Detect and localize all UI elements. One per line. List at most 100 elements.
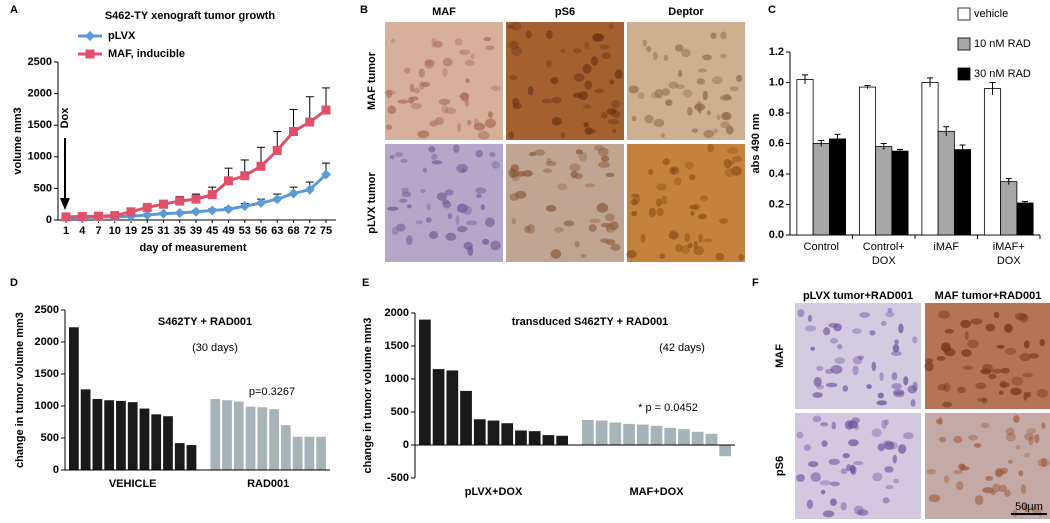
bar <box>174 443 185 470</box>
micrograph-texture <box>397 99 409 104</box>
bar <box>501 423 514 445</box>
bar <box>875 146 893 236</box>
micrograph-texture <box>1020 484 1027 494</box>
x-tick-label: 49 <box>222 225 234 237</box>
micrograph-texture <box>661 88 671 96</box>
micrograph-texture <box>575 149 583 155</box>
bar <box>515 430 527 445</box>
micrograph-texture <box>1036 388 1048 398</box>
micrograph-texture <box>938 310 950 319</box>
x-tick-label: 25 <box>141 225 153 237</box>
micrograph-texture <box>728 160 735 165</box>
micrograph-texture <box>887 307 893 313</box>
micrograph-texture <box>420 188 426 193</box>
micrograph-texture <box>1024 452 1030 458</box>
micrograph-texture <box>417 130 430 139</box>
micrograph-texture <box>662 158 670 166</box>
bar <box>796 79 814 236</box>
micrograph-texture <box>464 59 475 67</box>
micrograph-texture <box>975 382 987 390</box>
micrograph-texture <box>563 220 575 227</box>
micrograph-texture <box>998 484 1008 493</box>
micrograph-texture <box>988 373 997 380</box>
micrograph-texture <box>490 85 501 91</box>
micrograph-texture <box>512 102 522 110</box>
x-tick-label: 56 <box>255 225 267 237</box>
micrograph-texture <box>406 204 412 209</box>
micrograph-texture <box>729 86 739 92</box>
micrograph-texture <box>796 474 805 482</box>
micrograph-texture <box>898 444 907 454</box>
marker <box>305 117 315 127</box>
x-axis-label: day of measurement <box>140 242 247 254</box>
micrograph-texture <box>588 224 597 232</box>
micrograph-texture <box>1019 353 1031 362</box>
micrograph-texture <box>719 218 728 224</box>
micrograph-texture <box>816 365 824 371</box>
x-tick-label: 35 <box>174 225 186 237</box>
micrograph-texture <box>1014 312 1027 321</box>
micrograph-texture <box>731 166 742 176</box>
legend-label: vehicle <box>974 8 1008 20</box>
micrograph-texture <box>584 127 593 135</box>
micrograph-texture <box>656 208 664 217</box>
micrograph-texture <box>848 439 859 447</box>
x-tick-label: Control <box>804 241 839 253</box>
y-tick-label: 1500 <box>28 119 52 131</box>
y-tick-label: 1500 <box>385 340 409 352</box>
micrograph-texture <box>1018 470 1024 477</box>
micrograph-texture <box>384 89 396 96</box>
micrograph-texture <box>846 464 852 472</box>
micrograph-texture <box>723 111 730 120</box>
micrograph-texture <box>812 392 823 398</box>
micrograph-texture <box>976 397 988 402</box>
x-tick-label: 53 <box>239 225 251 237</box>
micrograph-texture <box>696 78 706 85</box>
micrograph-texture <box>1013 415 1020 423</box>
micrograph-texture <box>1004 323 1013 333</box>
micrograph-texture <box>943 475 950 484</box>
micrograph-texture <box>554 227 564 233</box>
micrograph-texture <box>866 384 872 389</box>
micrograph-texture <box>830 498 837 506</box>
micrograph-texture <box>849 464 856 474</box>
micrograph-texture <box>508 131 515 140</box>
bar <box>116 400 126 470</box>
micrograph-texture <box>418 68 425 78</box>
micrograph-texture <box>534 149 545 156</box>
micrograph-texture <box>668 231 680 240</box>
micrograph-texture <box>881 419 888 430</box>
micrograph-texture <box>928 494 941 503</box>
micrograph-texture <box>910 399 916 407</box>
micrograph-texture <box>675 84 685 89</box>
micrograph-texture <box>609 79 615 85</box>
micrograph-background <box>385 22 503 140</box>
micrograph-texture <box>569 163 581 172</box>
micrograph-texture <box>702 54 712 61</box>
micrograph-texture <box>842 385 849 392</box>
micrograph <box>795 413 921 519</box>
y-tick-label: 1000 <box>28 151 52 163</box>
micrograph-texture <box>674 44 684 52</box>
micrograph-texture <box>410 102 422 110</box>
bar <box>104 400 115 470</box>
micrograph-texture <box>681 244 691 254</box>
micrograph-texture <box>610 243 621 251</box>
bar <box>487 420 500 445</box>
micrograph-texture <box>660 133 666 138</box>
micrograph-texture <box>879 372 884 381</box>
micrograph-texture <box>825 382 838 388</box>
micrograph-texture <box>389 154 395 160</box>
y-tick-label: 1.2 <box>769 46 784 58</box>
micrograph-texture <box>490 240 501 251</box>
micrograph-texture <box>646 45 652 52</box>
micrograph-texture <box>996 469 1006 475</box>
micrograph-texture <box>386 89 393 99</box>
bar <box>139 408 150 470</box>
micrograph-texture <box>656 183 667 191</box>
micrograph-texture <box>698 233 704 243</box>
chart-title: transduced S462TY + RAD001 <box>512 316 669 328</box>
micrograph-texture <box>441 105 449 114</box>
micrograph-texture <box>487 111 493 119</box>
micrograph-texture <box>944 348 956 357</box>
